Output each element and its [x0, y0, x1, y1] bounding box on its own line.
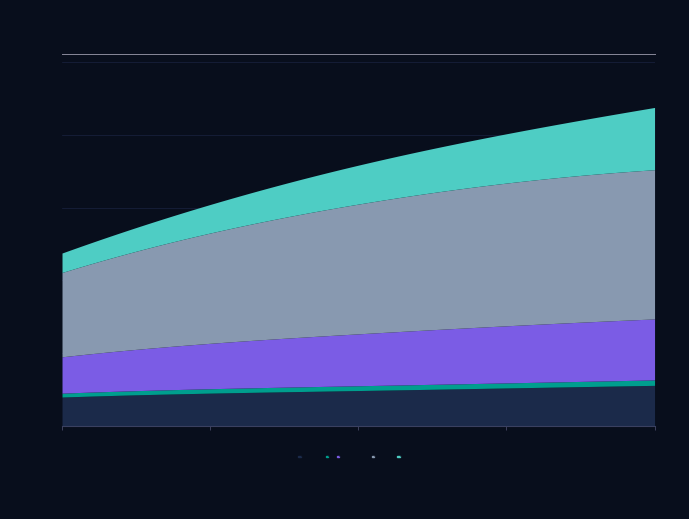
Legend: Banking, finance and investment, Insurance, Manufacturing, construction and agri: Banking, finance and investment, Insuran…: [298, 455, 419, 458]
